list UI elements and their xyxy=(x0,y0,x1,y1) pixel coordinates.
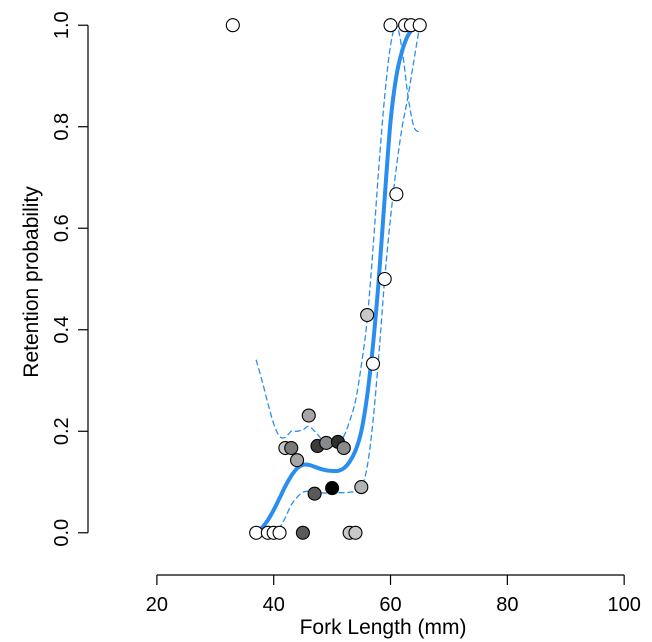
y-tick-label: 1.0 xyxy=(51,11,73,39)
data-point xyxy=(284,440,299,456)
data-point xyxy=(290,453,305,468)
data-point xyxy=(325,481,340,496)
data-point xyxy=(272,525,287,540)
x-tick-label: 40 xyxy=(263,594,285,616)
data-point xyxy=(307,486,322,501)
y-tick-label: 0.2 xyxy=(51,417,73,445)
confidence-lower-curve xyxy=(261,24,421,534)
x-tick-label: 20 xyxy=(146,594,168,616)
axes: 20 40 60 80 100 0.0 0.2 0.4 0.6 0.8 1.0 xyxy=(51,11,641,616)
data-point xyxy=(336,440,351,456)
fitted-curve xyxy=(254,23,422,535)
y-tick-label: 0.6 xyxy=(51,214,73,242)
data-point xyxy=(249,525,264,540)
y-axis-title: Retention probability xyxy=(20,186,43,378)
data-point xyxy=(295,525,310,540)
y-tick-label: 0.0 xyxy=(51,519,73,547)
data-point xyxy=(301,408,316,423)
y-tick-label: 0.4 xyxy=(51,316,73,344)
x-tick-label: 80 xyxy=(496,594,518,616)
x-tick-label: 60 xyxy=(379,594,401,616)
data-point xyxy=(348,525,363,540)
fit-curves xyxy=(254,23,422,535)
data-point xyxy=(354,480,369,495)
data-point xyxy=(360,307,375,323)
data-point xyxy=(412,18,427,33)
x-axis-ticks: 20 40 60 80 100 xyxy=(146,575,641,616)
data-point xyxy=(225,18,240,33)
data-point xyxy=(365,356,381,371)
data-point xyxy=(389,187,404,202)
y-axis-ticks: 0.0 0.2 0.4 0.6 0.8 1.0 xyxy=(51,11,88,547)
data-point xyxy=(377,271,392,287)
x-axis-title: Fork Length (mm) xyxy=(300,616,467,639)
y-tick-label: 0.8 xyxy=(51,113,73,141)
data-point xyxy=(383,18,398,33)
x-tick-label: 100 xyxy=(607,594,640,616)
data-point xyxy=(319,435,334,450)
data-points xyxy=(225,18,427,540)
